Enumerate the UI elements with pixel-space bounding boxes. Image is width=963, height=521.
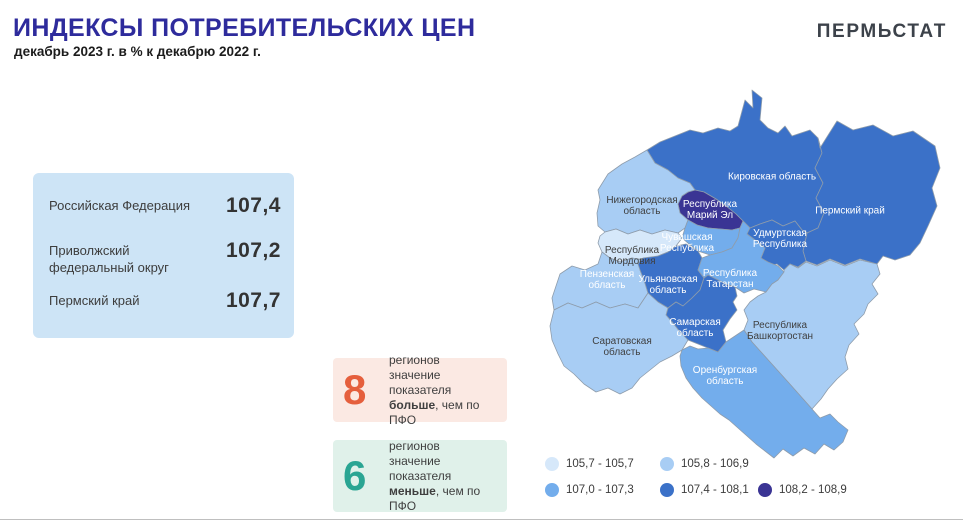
legend-range-label: 105,8 - 106,9 <box>681 458 749 470</box>
region-bashkortostan <box>743 259 881 410</box>
callout-text-line: меньше, чем по ПФО <box>389 484 499 514</box>
callout-rest: , чем по ПФО <box>389 397 480 427</box>
callout-above-pfo: 8 регионов значение показателя больше, ч… <box>333 353 507 427</box>
callout-bold-word: больше <box>389 397 436 412</box>
legend-color-dot <box>660 457 674 471</box>
region-label-permskiy: Пермский край <box>815 206 885 217</box>
region-label-mordovia: Республика Мордовия <box>605 244 660 267</box>
legend-item: 105,8 - 106,9 <box>660 457 749 471</box>
region-label-saratovskaya: Саратовская область <box>592 336 652 358</box>
callout-text-line: регионов <box>389 352 440 367</box>
region-label-udmurtia: Удмуртская Республика <box>753 228 808 250</box>
choropleth-svg: Кировская область Пермский край Удмуртская… <box>549 89 941 459</box>
summary-value: 107,7 <box>225 289 281 312</box>
legend-range-label: 108,2 - 108,9 <box>779 484 847 496</box>
summary-label: Российская Федерация <box>49 198 191 213</box>
legend-color-dot <box>545 483 559 497</box>
bottom-divider <box>0 519 963 520</box>
summary-row: Российская Федерация 107,4 <box>49 194 281 218</box>
legend-range-label: 105,7 - 105,7 <box>566 458 634 470</box>
summary-value: 107,2 <box>225 239 281 262</box>
legend-item: 108,2 - 108,9 <box>758 483 847 497</box>
legend-range-label: 107,4 - 108,1 <box>681 484 749 496</box>
callout-text-line: значение показателя <box>389 453 452 483</box>
region-saratovskaya <box>549 292 689 395</box>
count-below-pfo: 6 <box>343 452 367 499</box>
region-permskiy <box>802 120 941 266</box>
region-label-mariel: Республика Марий Эл <box>683 198 738 221</box>
region-orenburgskaya <box>679 329 849 459</box>
legend-color-dot <box>660 483 674 497</box>
page-title: ИНДЕКСЫ ПОТРЕБИТЕЛЬСКИХ ЦЕН <box>13 14 476 42</box>
region-label-chuvashia: Чувашская Республика <box>660 232 715 254</box>
legend-item: 107,4 - 108,1 <box>660 483 749 497</box>
count-above-pfo: 8 <box>343 366 367 413</box>
callout-rest: , чем по ПФО <box>389 483 481 513</box>
callout-text-line: больше, чем по ПФО <box>389 398 499 428</box>
region-label-nizhegorodskaya: Нижегородская область <box>606 195 677 217</box>
legend-range-label: 107,0 - 107,3 <box>566 484 634 496</box>
legend-item: 105,7 - 105,7 <box>545 457 634 471</box>
region-label-samarskaya: Самарская область <box>669 317 720 339</box>
region-tatarstan <box>697 220 785 294</box>
summary-label: Приволжский федеральный округ <box>49 243 169 275</box>
map-legend: 105,7 - 105,7 105,8 - 106,9 107,0 - 107,3 1… <box>545 457 885 513</box>
region-label-orenburgskaya: Оренбургская область <box>693 364 757 387</box>
region-label-kirovskaya: Кировская область <box>728 171 816 183</box>
legend-color-dot <box>545 457 559 471</box>
callout-bold-word: меньше <box>389 483 436 498</box>
summary-value: 107,4 <box>225 194 281 217</box>
callout-text-line: значение показателя <box>389 367 452 397</box>
page-subtitle: декабрь 2023 г. в % к декабрю 2022 г. <box>14 44 261 59</box>
summary-panel: Российская Федерация 107,4 Приволжский фед… <box>33 173 294 338</box>
region-label-bashkortostan: Республика Башкортостан <box>747 319 813 342</box>
permstat-logo: ПЕРМЬСТАТ <box>816 21 947 42</box>
legend-item: 107,0 - 107,3 <box>545 483 634 497</box>
legend-color-dot <box>758 483 772 497</box>
region-label-ulyanovskaya: Ульяновская область <box>639 274 698 296</box>
summary-label: Пермский край <box>49 293 140 308</box>
region-label-penzenskaya: Пензенская область <box>580 269 634 291</box>
summary-row: Пермский край 107,7 <box>49 289 281 313</box>
callout-text-line: регионов <box>389 438 440 453</box>
region-label-tatarstan: Республика Татарстан <box>703 267 758 290</box>
summary-row: Приволжский федеральный округ 107,2 <box>49 239 281 276</box>
callout-below-pfo: 6 регионов значение показателя меньше, ч… <box>333 438 507 514</box>
pfo-map: Кировская область Пермский край Удмуртская… <box>540 78 963 468</box>
